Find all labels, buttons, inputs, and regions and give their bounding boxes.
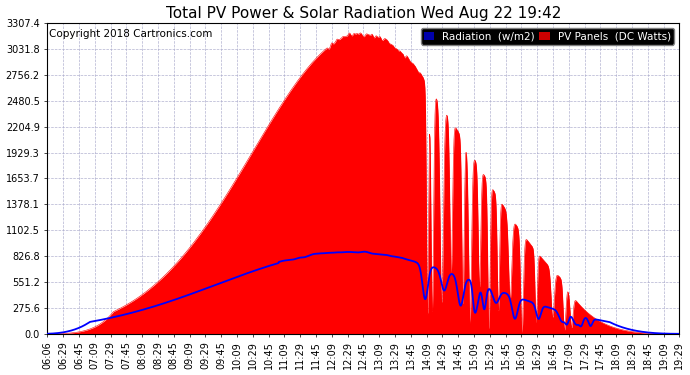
- Text: Copyright 2018 Cartronics.com: Copyright 2018 Cartronics.com: [48, 29, 212, 39]
- Legend: Radiation  (w/m2), PV Panels  (DC Watts): Radiation (w/m2), PV Panels (DC Watts): [421, 28, 674, 45]
- Title: Total PV Power & Solar Radiation Wed Aug 22 19:42: Total PV Power & Solar Radiation Wed Aug…: [166, 6, 561, 21]
